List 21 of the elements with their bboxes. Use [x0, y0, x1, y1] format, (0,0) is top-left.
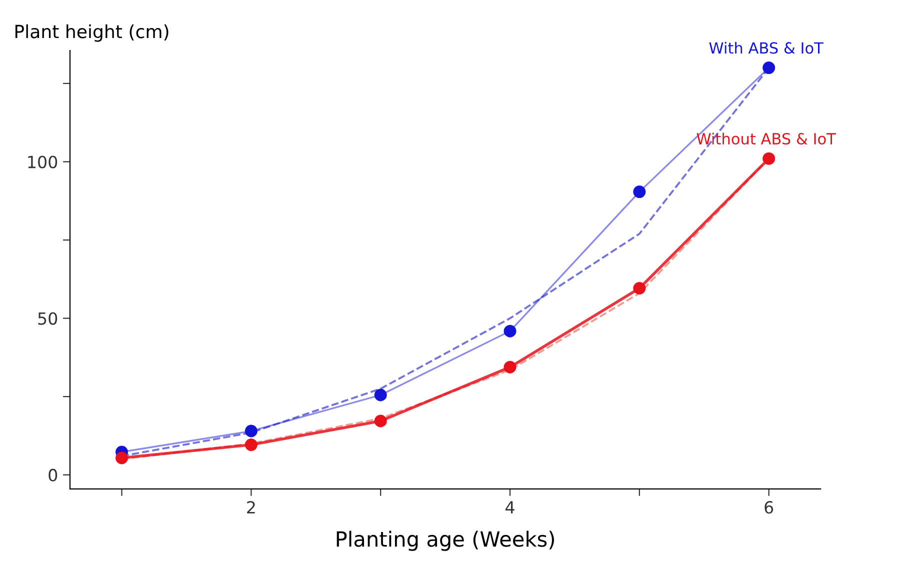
y-tick-label: 100 [28, 156, 58, 168]
y-tick-label: 0 [48, 468, 58, 482]
point [374, 388, 387, 402]
point [762, 152, 776, 165]
point [762, 62, 776, 74]
series-label: With ABS & IoT [709, 42, 824, 54]
y-tick-label: 50 [38, 312, 58, 325]
x-tick-label: 4 [506, 501, 514, 514]
point [633, 282, 646, 294]
x-axis-title: Planting age (Weeks) [336, 530, 554, 551]
point [633, 186, 646, 198]
y-axis-title: Plant height (cm) [15, 24, 168, 42]
x-tick-label: 6 [764, 501, 774, 514]
x-tick-label: 2 [247, 501, 255, 514]
point [244, 424, 258, 438]
point [504, 324, 516, 338]
point [244, 438, 258, 452]
point [116, 452, 128, 464]
point [374, 414, 387, 428]
point [504, 360, 516, 374]
series-label: Without ABS & IoT [696, 132, 836, 145]
